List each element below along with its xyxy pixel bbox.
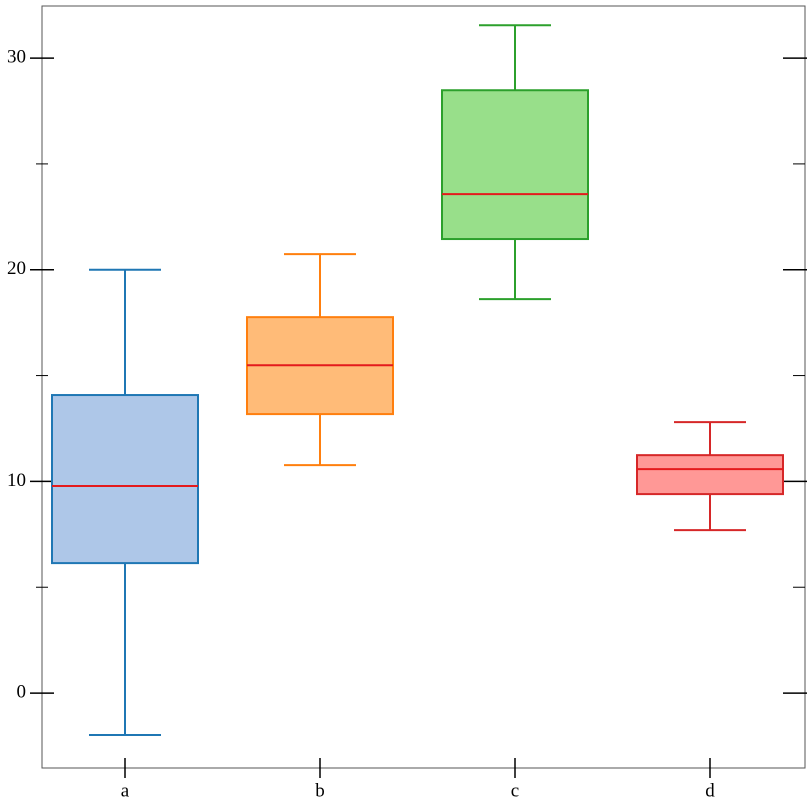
x-tick-label: d (705, 780, 715, 801)
y-tick-label: 20 (7, 258, 26, 279)
box (441, 89, 589, 241)
y-tick-label: 30 (7, 46, 26, 67)
x-tick-label: c (511, 780, 519, 801)
plot-frame (41, 5, 806, 769)
x-tick-label: a (121, 780, 130, 801)
box (51, 394, 199, 565)
y-tick-label: 0 (17, 681, 27, 702)
x-tick-label: b (315, 780, 325, 801)
y-tick-label: 10 (7, 470, 26, 491)
box (636, 454, 784, 496)
